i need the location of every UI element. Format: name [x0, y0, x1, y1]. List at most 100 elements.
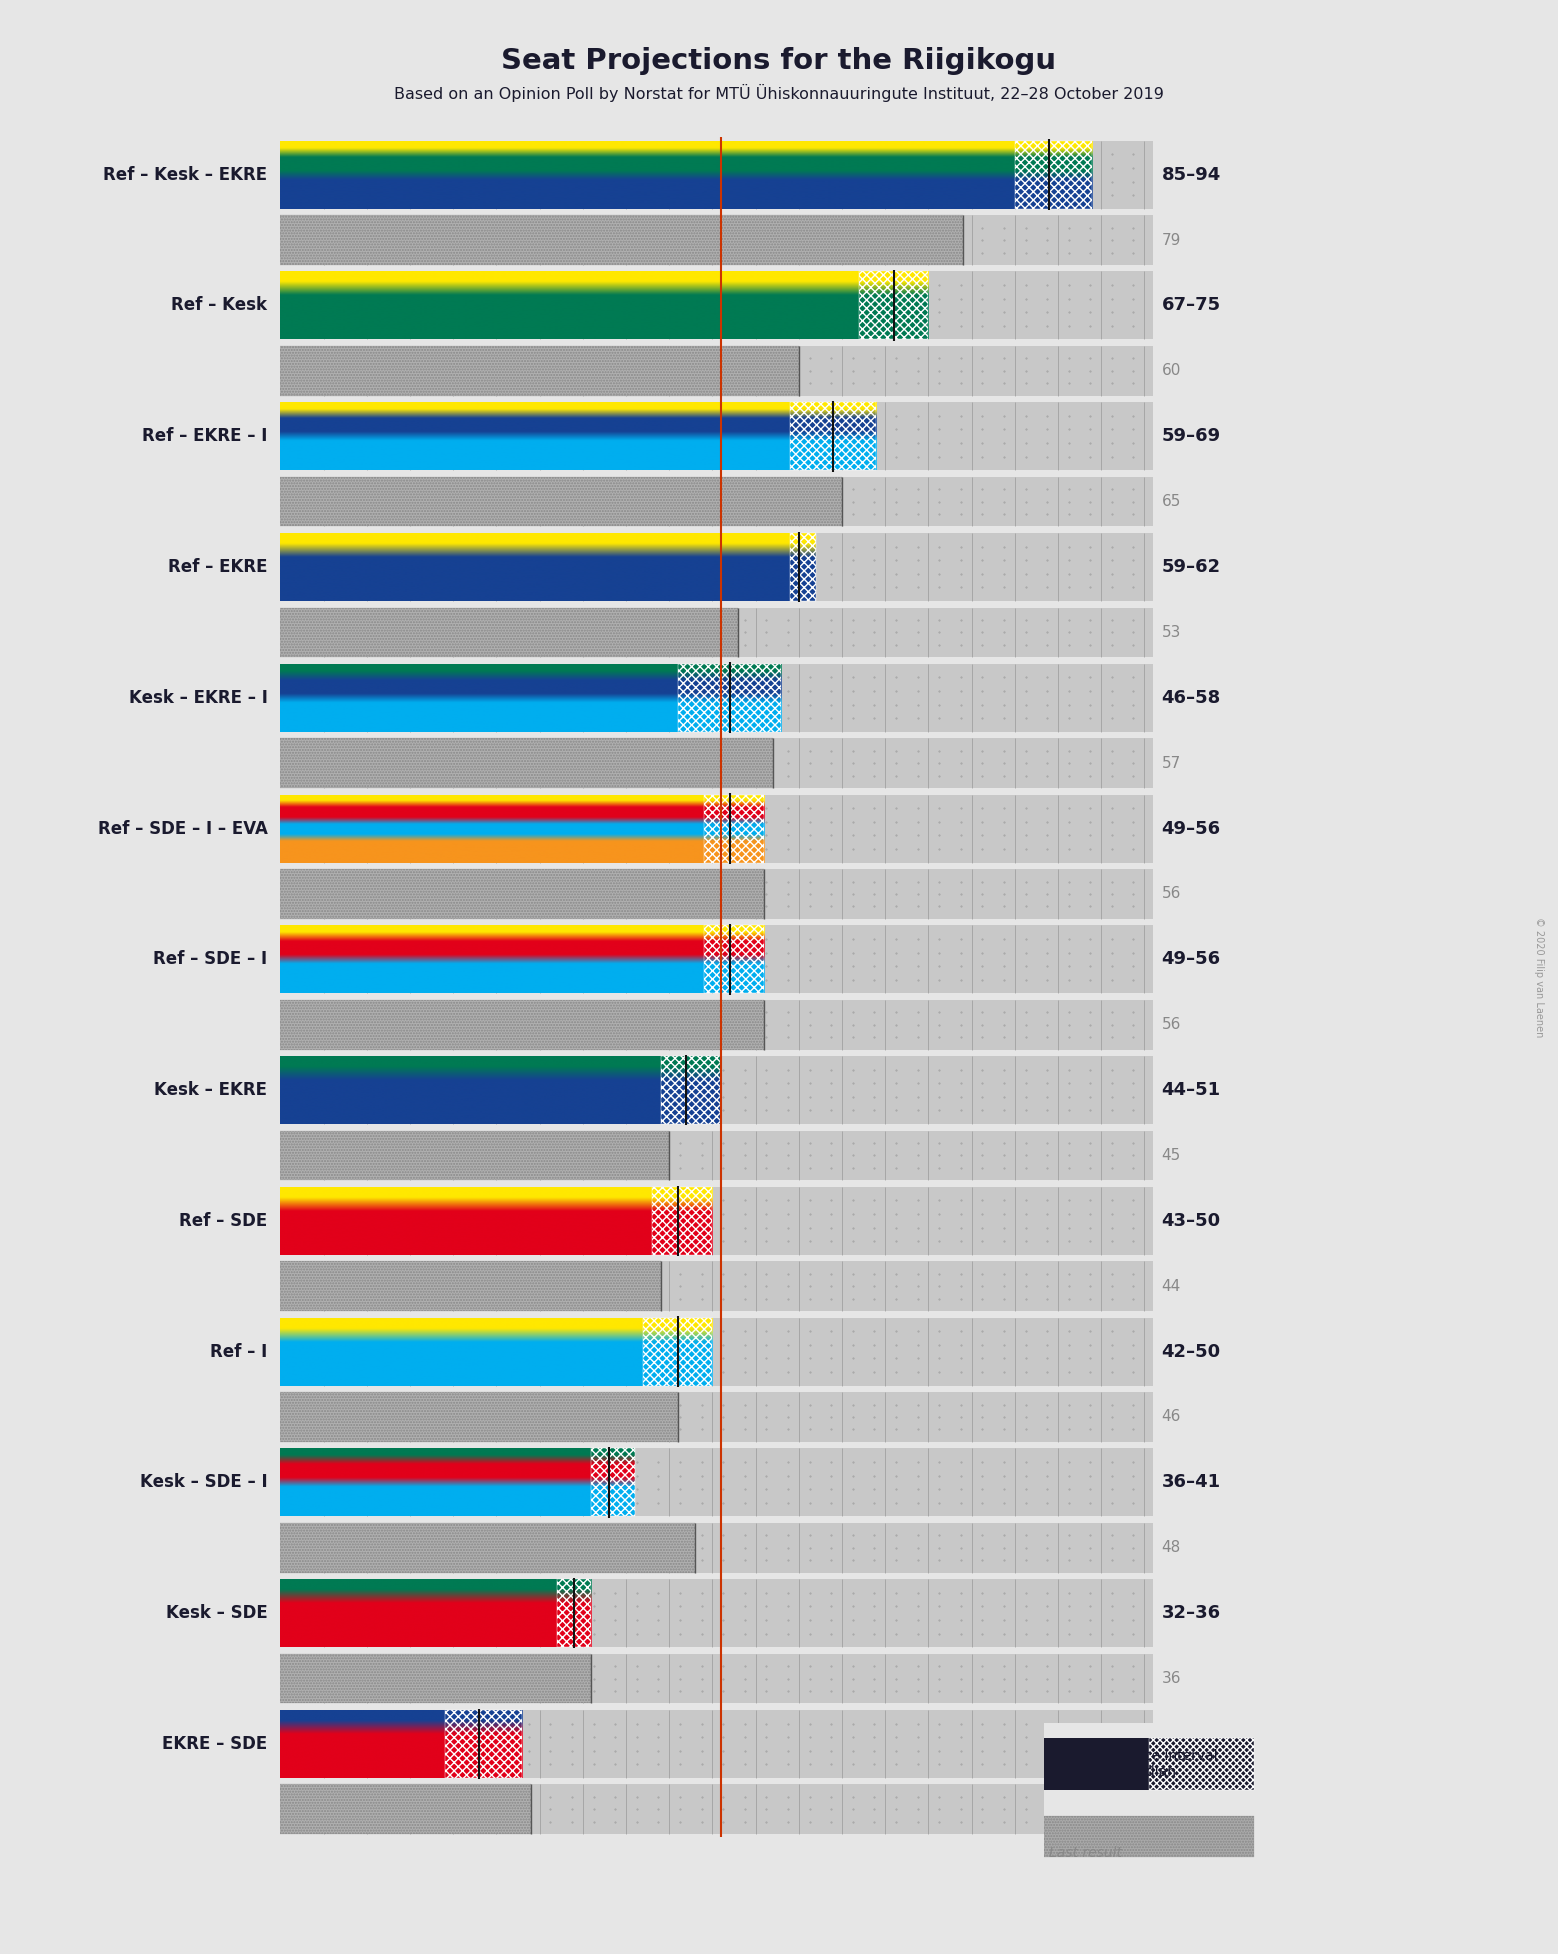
Bar: [280, 1653, 1153, 1704]
Text: Based on an Opinion Poll by Norstat for MTÜ Ühiskonnauuringute Instituut, 22–28 : Based on an Opinion Poll by Norstat for …: [394, 84, 1164, 102]
Bar: [280, 1522, 1153, 1573]
Text: 49–56: 49–56: [1162, 950, 1220, 969]
Bar: [280, 1131, 1153, 1180]
Text: 43–50: 43–50: [1162, 1211, 1220, 1229]
Bar: [280, 1186, 1153, 1254]
Bar: [280, 215, 1153, 266]
Bar: [280, 1000, 1153, 1049]
Bar: [280, 795, 1153, 862]
Bar: [280, 926, 1153, 993]
Text: Ref – I: Ref – I: [210, 1342, 268, 1360]
Bar: [280, 870, 1153, 918]
Bar: [444, 1710, 522, 1778]
Text: 65: 65: [1162, 494, 1181, 510]
Bar: [280, 1653, 592, 1704]
Bar: [280, 1262, 1153, 1311]
Text: Ref – Kesk: Ref – Kesk: [171, 297, 268, 315]
Text: 32–36: 32–36: [1162, 1604, 1220, 1622]
Text: Kesk – SDE: Kesk – SDE: [165, 1604, 268, 1622]
Text: 44–51: 44–51: [1162, 1081, 1220, 1098]
Text: Ref – SDE: Ref – SDE: [179, 1211, 268, 1229]
Text: Seat Projections for the Riigikogu: Seat Projections for the Riigikogu: [502, 47, 1056, 74]
Bar: [280, 215, 963, 266]
Text: Kesk – EKRE – I: Kesk – EKRE – I: [129, 688, 268, 707]
Bar: [280, 1000, 763, 1049]
Bar: [280, 533, 1153, 602]
Bar: [280, 1710, 1153, 1778]
Text: Ref – SDE – I – EVA: Ref – SDE – I – EVA: [98, 819, 268, 838]
Text: 59–69: 59–69: [1162, 428, 1220, 446]
Bar: [280, 608, 738, 657]
Text: 42–50: 42–50: [1162, 1342, 1220, 1360]
Bar: [280, 1653, 592, 1704]
Text: 46–58: 46–58: [1162, 688, 1221, 707]
Bar: [280, 477, 1153, 526]
Bar: [280, 608, 738, 657]
Bar: [280, 870, 763, 918]
Bar: [280, 1784, 531, 1835]
Text: Ref – EKRE – I: Ref – EKRE – I: [142, 428, 268, 446]
Text: 48: 48: [1162, 1540, 1181, 1555]
Text: 45: 45: [1162, 1147, 1181, 1163]
Bar: [280, 477, 841, 526]
Bar: [678, 664, 782, 733]
Bar: [790, 403, 877, 471]
Bar: [280, 477, 841, 526]
Bar: [280, 1522, 695, 1573]
Text: 29: 29: [1162, 1802, 1181, 1817]
Bar: [280, 739, 1153, 787]
Text: 46: 46: [1162, 1409, 1181, 1424]
Text: 95% confidence interval
with median: 95% confidence interval with median: [1049, 1749, 1217, 1780]
Bar: [280, 1448, 1153, 1516]
Bar: [280, 272, 1153, 340]
Text: © 2020 Filip van Laenen: © 2020 Filip van Laenen: [1535, 916, 1544, 1038]
Text: 56: 56: [1162, 1018, 1181, 1032]
Bar: [280, 739, 773, 787]
Bar: [661, 1055, 721, 1124]
Bar: [280, 664, 1153, 733]
Bar: [280, 608, 1153, 657]
Bar: [592, 1448, 634, 1516]
Bar: [280, 1055, 1153, 1124]
Bar: [280, 870, 763, 918]
Bar: [280, 403, 1153, 471]
Bar: [790, 533, 816, 602]
Bar: [556, 1579, 592, 1647]
Text: Kesk – SDE – I: Kesk – SDE – I: [140, 1473, 268, 1491]
Text: EKRE – SDE: EKRE – SDE: [162, 1735, 268, 1753]
Text: 53: 53: [1162, 625, 1181, 639]
Bar: [1014, 141, 1092, 209]
Bar: [280, 1131, 670, 1180]
Bar: [704, 795, 763, 862]
Text: 19–28: 19–28: [1162, 1735, 1221, 1753]
Bar: [280, 1391, 678, 1442]
Text: Ref – EKRE: Ref – EKRE: [168, 559, 268, 576]
Bar: [280, 1317, 1153, 1385]
Bar: [704, 926, 763, 993]
Bar: [280, 1784, 1153, 1835]
Text: 67–75: 67–75: [1162, 297, 1220, 315]
Text: 85–94: 85–94: [1162, 166, 1221, 184]
Text: 57: 57: [1162, 756, 1181, 770]
Text: Last result: Last result: [1049, 1847, 1122, 1860]
Bar: [280, 1131, 670, 1180]
Bar: [280, 1262, 661, 1311]
Bar: [280, 1000, 763, 1049]
Bar: [280, 1391, 1153, 1442]
Bar: [280, 215, 963, 266]
Text: 36: 36: [1162, 1671, 1181, 1686]
Bar: [280, 1391, 678, 1442]
Bar: [1150, 1739, 1254, 1790]
Bar: [280, 1522, 695, 1573]
Bar: [1044, 1739, 1150, 1790]
Bar: [280, 141, 1153, 209]
Text: 36–41: 36–41: [1162, 1473, 1220, 1491]
Bar: [280, 346, 1153, 397]
Bar: [280, 346, 799, 397]
Bar: [280, 739, 773, 787]
Text: 79: 79: [1162, 233, 1181, 248]
Bar: [643, 1317, 712, 1385]
Bar: [1044, 1815, 1254, 1856]
Text: Ref – SDE – I: Ref – SDE – I: [153, 950, 268, 969]
Text: Kesk – EKRE: Kesk – EKRE: [154, 1081, 268, 1098]
